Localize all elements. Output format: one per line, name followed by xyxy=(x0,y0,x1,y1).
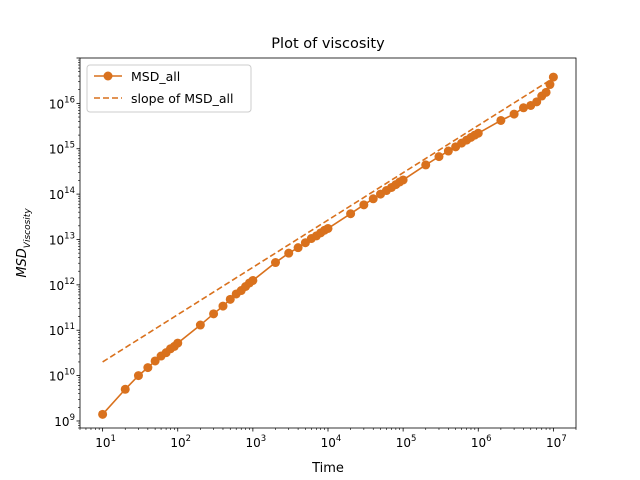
msd-all-point xyxy=(518,103,528,113)
msd-all-point xyxy=(120,384,130,394)
msd-all-point xyxy=(150,356,160,366)
msd-all-point xyxy=(398,175,408,185)
slope-line xyxy=(102,77,554,363)
y-axis: 109 1010 1011 1012 1013 1014 1015 1016 xyxy=(49,57,80,429)
x-axis: 101 102 103 104 105 106 107 xyxy=(79,428,577,450)
y-tick-label: 1012 xyxy=(49,277,75,293)
msd-all-point xyxy=(218,301,228,311)
msd-all-point xyxy=(284,248,294,258)
y-tick-label: 1011 xyxy=(49,322,75,338)
chart-title: Plot of viscosity xyxy=(271,36,385,52)
msd-all-point xyxy=(173,338,183,348)
msd-all-point xyxy=(473,128,483,138)
x-tick-label: 101 xyxy=(95,434,116,450)
msd-all-point xyxy=(270,258,280,268)
legend-marker-msd-all xyxy=(103,71,113,81)
msd-all-point xyxy=(323,223,333,233)
msd-all-point xyxy=(248,275,258,285)
y-tick-label: 1015 xyxy=(49,141,75,157)
y-tick-label: 1010 xyxy=(49,368,75,384)
legend-label-slope: slope of MSD_all xyxy=(131,91,233,106)
y-axis-label: MSDViscosity xyxy=(15,208,33,278)
legend-box xyxy=(86,64,252,113)
msd-all-point xyxy=(133,371,143,381)
x-tick-label: 107 xyxy=(546,434,567,450)
x-tick-label: 103 xyxy=(246,434,267,450)
x-tick-label: 105 xyxy=(396,434,417,450)
msd-all-point xyxy=(98,409,108,419)
msd-all-point xyxy=(359,200,369,210)
msd-all-point xyxy=(368,194,378,204)
y-axis-label-subscript: Viscosity xyxy=(23,208,33,249)
msd-all-point xyxy=(434,152,444,162)
msd-all-point xyxy=(346,209,356,219)
legend: MSD_all slope of MSD_all xyxy=(86,64,252,113)
y-tick-label: 1016 xyxy=(49,95,75,111)
x-tick-label: 106 xyxy=(471,434,492,450)
msd-all-point xyxy=(225,294,235,304)
msd-all-point xyxy=(532,97,542,107)
msd-all-point xyxy=(548,72,558,82)
msd-all-point xyxy=(143,363,153,373)
plot-area: 101 102 103 104 105 106 107 109 1010 1011 1012 101… xyxy=(49,57,577,450)
y-tick-label: 109 xyxy=(54,413,75,429)
msd-all-point xyxy=(209,309,219,319)
y-tick-label: 1014 xyxy=(49,186,75,202)
legend-label-msd-all: MSD_all xyxy=(131,69,180,84)
x-tick-label: 102 xyxy=(170,434,191,450)
msd-all-point xyxy=(509,109,519,119)
y-tick-label: 1013 xyxy=(49,231,75,247)
series-layer xyxy=(98,72,558,419)
msd-all-point xyxy=(541,87,551,97)
msd-all-point xyxy=(496,115,506,125)
msd-all-point xyxy=(421,160,431,170)
msd-all-point xyxy=(443,146,453,156)
msd-all-point xyxy=(195,320,205,330)
msd-all-point xyxy=(293,243,303,253)
x-axis-label: Time xyxy=(311,461,344,476)
y-axis-label-base: MSD xyxy=(15,248,30,277)
x-tick-label: 104 xyxy=(321,434,342,450)
